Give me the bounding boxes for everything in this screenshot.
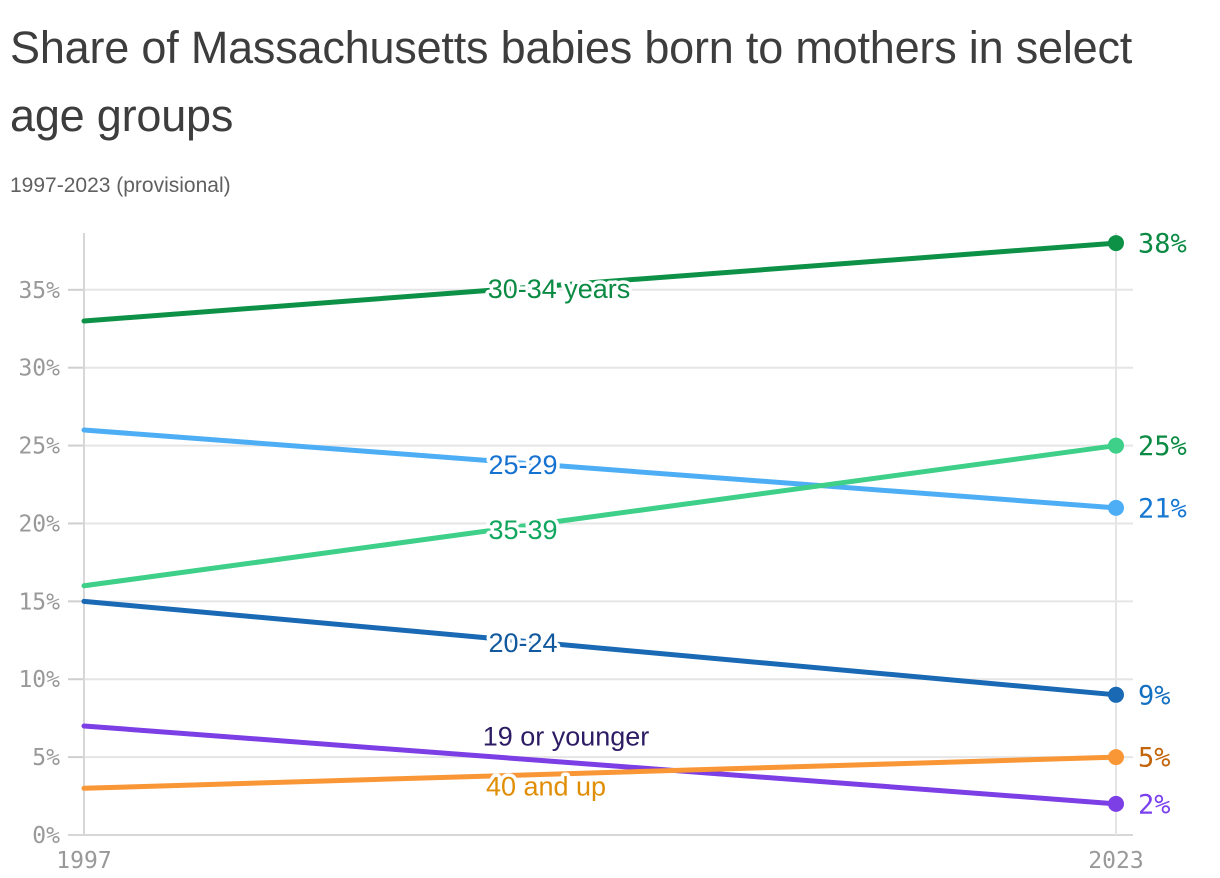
series-dot-30-34-years (1108, 235, 1124, 252)
line-chart: 0% 5% 10% 15% 20% 25% 30% 35% 1997 2023 30-34 year… (18, 229, 1187, 874)
series-value-20-24: 9% (1138, 680, 1171, 711)
y-tick-label: 0% (32, 823, 60, 849)
y-tick-label: 15% (18, 589, 60, 615)
page-title: Share of Massachusetts babies born to mo… (10, 22, 1133, 141)
series-label-40-and-up: 40 and up (486, 771, 606, 801)
series-label-20-24: 20-24 (488, 628, 557, 658)
series-value-19-or-younger: 2% (1138, 789, 1171, 820)
series-value-25-29: 21% (1138, 493, 1187, 524)
series-value-30-34-years: 38% (1138, 229, 1187, 260)
series-line-30-34-years (81, 240, 1119, 324)
y-tick-label: 25% (18, 434, 60, 460)
series-dot-35-39 (1108, 437, 1124, 454)
chart-card: Share of Massachusetts babies born to mo… (0, 14, 1220, 878)
series-line-19-or-younger (81, 723, 1119, 807)
series-dot-20-24 (1108, 686, 1124, 703)
y-tick-label: 5% (32, 745, 60, 771)
series-line-20-24 (81, 598, 1119, 698)
chart-subtitle: 1997-2023 (provisional) (10, 174, 231, 197)
x-tick-label: 1997 (56, 848, 111, 874)
series-value-40-and-up: 5% (1138, 743, 1171, 774)
series-label-19-or-younger: 19 or younger (483, 721, 650, 751)
y-tick-label: 20% (18, 511, 60, 537)
series-line-25-29 (81, 427, 1119, 511)
series-label-25-29: 25-29 (488, 450, 557, 480)
series-dot-40-and-up (1108, 749, 1124, 766)
series-line-40-and-up (81, 754, 1119, 791)
series-line-35-39 (81, 443, 1119, 589)
y-tick-label: 35% (18, 278, 60, 304)
y-tick-label: 10% (18, 667, 60, 693)
series-label-35-39: 35-39 (488, 515, 557, 545)
series-dot-25-29 (1108, 499, 1124, 516)
y-tick-label: 30% (18, 356, 60, 382)
x-tick-label: 2023 (1088, 848, 1143, 874)
series-value-35-39: 25% (1138, 431, 1187, 462)
series-label-30-34-years: 30-34 years (488, 274, 631, 304)
series-dot-19-or-younger (1108, 795, 1124, 812)
